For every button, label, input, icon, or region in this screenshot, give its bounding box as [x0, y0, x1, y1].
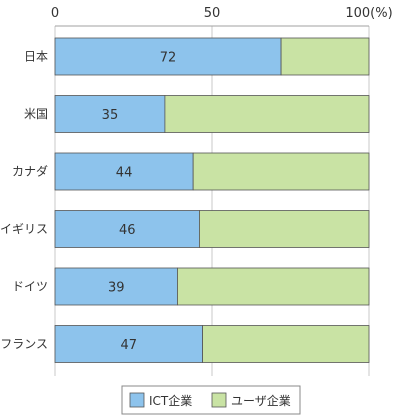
bar-user-0 [280, 37, 370, 76]
bar-ict-3 [54, 210, 200, 248]
category-label: 米国 [24, 107, 48, 121]
data-label: 46 [119, 223, 136, 238]
category-label: フランス [0, 337, 48, 351]
data-label: 35 [102, 108, 119, 123]
category-label: イギリス [0, 222, 48, 236]
legend-box [121, 385, 301, 415]
bar-ict-0 [54, 37, 282, 76]
bar-user-1 [164, 95, 370, 133]
tick-label-0: 0 [51, 6, 59, 21]
legend-swatch-ict [129, 392, 145, 408]
data-label: 44 [116, 166, 133, 181]
data-label: 47 [121, 338, 138, 353]
bar-ict-1 [54, 95, 166, 133]
bar-user-2 [192, 152, 370, 191]
data-label: 72 [160, 51, 177, 66]
bar-ict-4 [54, 267, 178, 306]
bar-user-4 [177, 267, 370, 306]
legend-label-user: ユーザ企業 [231, 393, 291, 408]
category-label: ドイツ [12, 280, 48, 294]
category-label: 日本 [24, 50, 48, 64]
tick-label-100: 100(%) [345, 6, 392, 21]
legend-swatch-user [211, 392, 227, 408]
tick-label-50: 50 [204, 6, 221, 21]
legend-label-ict: ICT企業 [149, 393, 192, 408]
bar-user-3 [199, 210, 370, 248]
bar-ict-5 [54, 325, 203, 363]
data-label: 39 [108, 281, 125, 296]
bar-ict-2 [54, 152, 194, 191]
category-label: カナダ [12, 164, 48, 179]
bar-user-5 [202, 325, 370, 363]
